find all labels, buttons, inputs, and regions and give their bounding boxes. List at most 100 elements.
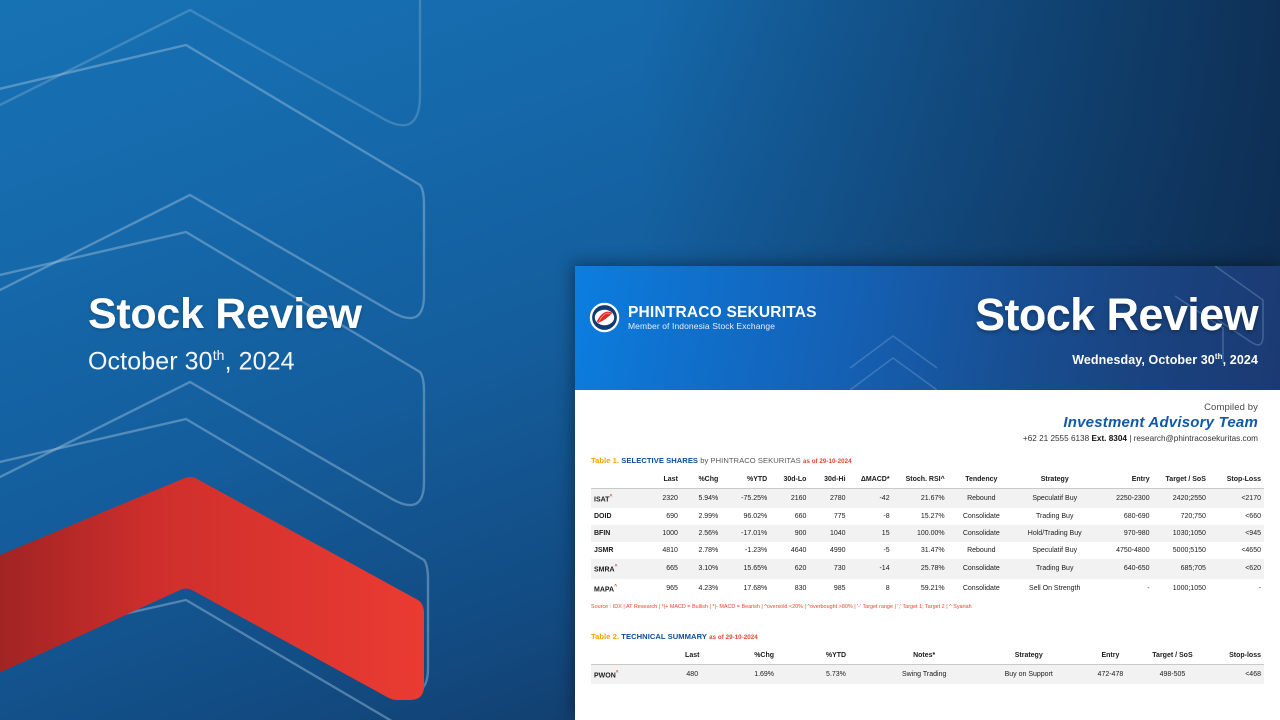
table1-col-entry: Entry: [1094, 472, 1153, 489]
table-row[interactable]: MAPA^ 965 4.23% 17.68% 830 985 8 59.21% Consolid…: [591, 579, 1264, 598]
table1-cell-30d-hi: 2780: [829, 495, 846, 503]
table1-cell-tendency: Consolidate: [962, 530, 1000, 538]
table1-cell-macd: -42: [879, 495, 890, 503]
slide-date-suffix: , 2024: [224, 346, 295, 375]
logo-company-name: PHINTRACO SEKURITAS: [628, 303, 817, 321]
table1-cell-stoploss: <4650: [1241, 547, 1261, 555]
table1-cell-macd: -8: [883, 513, 890, 521]
table1-cell-entry: 4750-4800: [1116, 547, 1150, 555]
table1-cell-stoch-rsi: 31.47%: [920, 547, 945, 555]
compiled-by-contact: +62 21 2555 6138 Ext. 8304 | research@ph…: [1023, 434, 1258, 443]
table1-cell-chg: 5.94%: [698, 495, 719, 503]
slide-date-prefix: October 30: [88, 346, 213, 375]
table1-col-tendency: Tendency: [947, 472, 1015, 489]
selective-shares-table[interactable]: Last %Chg %YTD 30d-Lo 30d-Hi ΔMACD* Stoc…: [591, 472, 1264, 598]
table1-col-30d-hi: 30d-Hi: [809, 472, 849, 489]
table2-col-target: Target / SoS: [1139, 647, 1206, 665]
table1-cell-last: 690: [666, 513, 678, 521]
table2-cell-target: 498-505: [1159, 671, 1186, 679]
table1-col-target: Target / SoS: [1152, 472, 1209, 489]
table1-cell-stoploss: <2170: [1241, 495, 1261, 503]
table2-cell-strategy: Buy on Support: [1004, 671, 1053, 679]
technical-summary-table[interactable]: Last %Chg %YTD Notes* Strategy Entry Tar…: [591, 647, 1264, 685]
table1-cell-chg: 2.78%: [698, 547, 719, 555]
table1-cell-30d-lo: 620: [794, 565, 807, 573]
table1-cell-ticker[interactable]: ISAT^: [594, 494, 613, 504]
table1-cell-strategy: Speculatif Buy: [1032, 547, 1078, 555]
table1-cell-strategy: Sell On Strength: [1029, 584, 1081, 592]
stock-review-document[interactable]: PHINTRACO SEKURITAS Member of Indonesia …: [575, 266, 1280, 720]
page-title: Stock Review: [88, 290, 362, 338]
table1-cell-target: 1000;1050: [1172, 584, 1206, 592]
table-row[interactable]: DOID 690 2.99% 96.02% 660 775 -8 15.27% Consolid…: [591, 508, 1264, 525]
table1-cell-macd: 15: [881, 530, 890, 538]
syariah-marker: ^: [609, 494, 613, 500]
table1-cell-ticker[interactable]: JSMR: [594, 547, 614, 555]
table1-cell-last: 665: [666, 565, 678, 573]
compiled-by-block: Compiled by Investment Advisory Team +62…: [1023, 402, 1258, 443]
table1-cell-30d-lo: 660: [794, 513, 807, 521]
table1-cell-30d-lo: 900: [794, 530, 807, 538]
table1-col-stoploss: Stop-Loss: [1208, 472, 1264, 489]
table1-cell-ticker[interactable]: DOID: [594, 513, 612, 521]
table2-wrapper: Table 2. TECHNICAL SUMMARY as of 29-10-2…: [591, 631, 1264, 685]
table-row[interactable]: JSMR 4810 2.78% -1.23% 4640 4990 -5 31.47% Rebou…: [591, 542, 1264, 559]
table1-cell-stoch-rsi: 25.78%: [920, 565, 945, 573]
table1-cell-target: 720;750: [1180, 513, 1206, 521]
table1-cell-ticker[interactable]: MAPA^: [594, 583, 618, 593]
document-tables-area: Table 1. SELECTIVE SHARES by PHINTRACO S…: [575, 456, 1280, 685]
table2-col-ytd: %YTD: [800, 647, 872, 665]
syariah-marker: ^: [615, 669, 619, 676]
table2-col-chg: %Chg: [728, 647, 801, 665]
table1-cell-30d-hi: 775: [833, 513, 846, 521]
table1-cell-last: 2320: [662, 495, 678, 503]
table1-cell-tendency: Consolidate: [962, 584, 1000, 592]
table1-cell-30d-hi: 730: [833, 565, 846, 573]
table1-caption-asof: as of 29-10-2024: [802, 458, 852, 465]
table1-cell-stoploss: <660: [1245, 513, 1261, 521]
table1-cell-chg: 3.10%: [698, 565, 719, 573]
document-title: Stock Review: [975, 289, 1259, 340]
table1-cell-ytd: 17.68%: [743, 584, 768, 592]
table-row[interactable]: PWON^ 480 1.69% 5.73% Swing Trading Buy on Su…: [591, 664, 1264, 685]
table2-cell-chg: 1.69%: [754, 671, 775, 679]
table1-col-ytd: %YTD: [721, 472, 771, 489]
contact-email[interactable]: research@phintracosekuritas.com: [1133, 434, 1258, 443]
table2-cell-last: 480: [686, 671, 699, 679]
table1-cell-ticker[interactable]: SMRA^: [594, 564, 618, 574]
table1-cell-ytd: 96.02%: [743, 513, 768, 521]
table1-cell-entry: 640-650: [1123, 565, 1150, 573]
table1-cell-last: 965: [666, 584, 678, 592]
table1-cell-stoploss: <945: [1245, 530, 1261, 538]
contact-separator: |: [1126, 434, 1134, 443]
table1-cell-entry: -: [1147, 584, 1150, 592]
table1-cell-stoch-rsi: 100.00%: [917, 530, 945, 538]
document-date-ordinal: th: [1214, 352, 1223, 361]
table-row[interactable]: ISAT^ 2320 5.94% -75.25% 2160 2780 -42 21.67% Re…: [591, 488, 1264, 509]
table1-cell-stoploss: -: [1258, 584, 1261, 592]
table-row[interactable]: SMRA^ 665 3.10% 15.65% 620 730 -14 25.78% Consol…: [591, 559, 1264, 579]
table1-cell-ytd: -17.01%: [741, 530, 768, 538]
table1-cell-strategy: Speculatif Buy: [1032, 495, 1078, 503]
table2-caption-title: TECHNICAL SUMMARY: [621, 631, 707, 641]
table2-caption-number: Table 2.: [591, 631, 620, 641]
table1-cell-entry: 680-690: [1123, 513, 1150, 521]
document-date-suffix: , 2024: [1222, 353, 1258, 368]
table1-cell-ytd: -1.23%: [745, 547, 768, 555]
table2-cell-ticker[interactable]: PWON^: [594, 669, 619, 680]
table1-cell-tendency: Rebound: [967, 495, 996, 503]
table1-cell-stoch-rsi: 59.21%: [920, 584, 945, 592]
table1-cell-tendency: Consolidate: [962, 513, 1000, 521]
table-row[interactable]: BFIN 1000 2.56% -17.01% 900 1040 15 100.00% Cons…: [591, 525, 1264, 543]
table1-caption-number: Table 1.: [591, 456, 620, 465]
syariah-marker: ^: [614, 583, 618, 590]
table1-source-note: Source : IDX | AT Research | *|+ MACD = …: [591, 603, 972, 610]
table1-cell-ticker[interactable]: BFIN: [594, 530, 611, 538]
logo-tagline: Member of Indonesia Stock Exchange: [628, 321, 776, 331]
table1-cell-strategy: Trading Buy: [1035, 565, 1074, 573]
table1-cell-macd: 8: [885, 584, 890, 592]
slide-subtitle-date: October 30th, 2024: [88, 347, 362, 376]
table1-cell-30d-lo: 830: [794, 584, 807, 592]
document-date-prefix: Wednesday, October 30: [1072, 353, 1215, 368]
